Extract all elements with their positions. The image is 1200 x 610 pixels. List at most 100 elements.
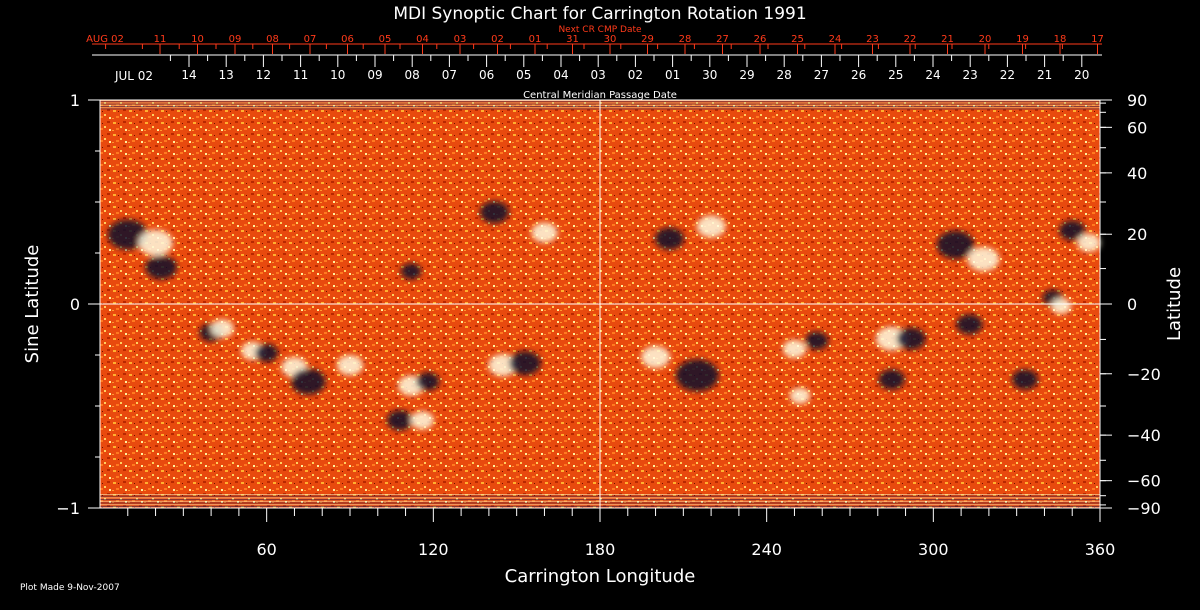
negative-polarity-region xyxy=(936,230,975,259)
red-date-label: 23 xyxy=(866,34,879,45)
negative-polarity-region xyxy=(655,227,684,250)
cmp-axis-label: Central Meridian Passage Date xyxy=(523,90,677,101)
red-date-label: 29 xyxy=(641,34,654,45)
positive-polarity-region xyxy=(967,247,1000,272)
red-date-label: 05 xyxy=(379,34,392,45)
y-right-tick-label: 20 xyxy=(1127,225,1147,244)
white-date-label: 23 xyxy=(963,68,978,82)
red-date-label: 06 xyxy=(341,34,354,45)
white-date-label: 12 xyxy=(256,68,271,82)
red-date-label: 20 xyxy=(979,34,992,45)
negative-polarity-region xyxy=(255,343,279,362)
negative-polarity-region xyxy=(509,351,541,376)
white-date-label: 22 xyxy=(1000,68,1015,82)
white-date-label: 04 xyxy=(553,68,568,82)
white-date-label: 03 xyxy=(591,68,606,82)
negative-polarity-region xyxy=(291,368,326,395)
red-date-label: 27 xyxy=(716,34,729,45)
y-left-tick-label: 1 xyxy=(70,91,80,110)
negative-polarity-region xyxy=(878,369,905,390)
red-date-label: 17 xyxy=(1091,34,1104,45)
x-tick-label: 60 xyxy=(256,540,276,559)
y-left-tick-label: −1 xyxy=(56,499,80,518)
red-date-label: 11 xyxy=(154,34,167,45)
negative-polarity-region xyxy=(675,359,719,392)
y-right-tick-label: −20 xyxy=(1127,365,1161,384)
white-date-label: 10 xyxy=(330,68,345,82)
white-date-label: 27 xyxy=(814,68,829,82)
y-axis-left-title: Sine Latitude xyxy=(22,245,43,364)
positive-polarity-region xyxy=(641,346,670,369)
red-date-label: 30 xyxy=(604,34,617,45)
x-tick-label: 120 xyxy=(418,540,449,559)
red-date-label: 28 xyxy=(679,34,692,45)
white-axis-first-label: JUL 02 xyxy=(114,69,153,83)
positive-polarity-region xyxy=(1050,298,1072,315)
negative-polarity-region xyxy=(400,263,422,280)
x-tick-label: 360 xyxy=(1085,540,1116,559)
white-date-label: 30 xyxy=(702,68,717,82)
positive-polarity-region xyxy=(531,222,558,243)
negative-polarity-region xyxy=(107,219,148,250)
red-date-label: 21 xyxy=(941,34,954,45)
positive-polarity-region xyxy=(789,387,811,404)
red-date-label: 22 xyxy=(904,34,917,45)
red-date-label: 01 xyxy=(529,34,542,45)
positive-polarity-region xyxy=(1077,233,1101,252)
white-date-label: 28 xyxy=(777,68,792,82)
positive-polarity-region xyxy=(138,229,173,256)
white-date-label: 24 xyxy=(925,68,940,82)
y-right-tick-label: 90 xyxy=(1127,91,1147,110)
negative-polarity-region xyxy=(956,314,983,335)
white-date-label: 01 xyxy=(665,68,680,82)
x-tick-label: 180 xyxy=(585,540,616,559)
red-date-label: 25 xyxy=(791,34,804,45)
white-date-label: 29 xyxy=(739,68,754,82)
red-date-label: 26 xyxy=(754,34,767,45)
y-right-tick-label: 60 xyxy=(1127,118,1147,137)
x-tick-label: 300 xyxy=(918,540,949,559)
white-date-label: 25 xyxy=(888,68,903,82)
x-tick-label: 240 xyxy=(751,540,782,559)
red-date-label: 31 xyxy=(566,34,579,45)
white-date-label: 21 xyxy=(1037,68,1052,82)
chart-title: MDI Synoptic Chart for Carrington Rotati… xyxy=(393,4,806,24)
negative-polarity-region xyxy=(1012,369,1038,390)
white-date-label: 14 xyxy=(181,68,196,82)
plot-made-note: Plot Made 9-Nov-2007 xyxy=(20,583,120,593)
red-date-label: 04 xyxy=(416,34,429,45)
y-right-tick-label: −60 xyxy=(1127,472,1161,491)
white-date-label: 05 xyxy=(516,68,531,82)
red-date-label: 19 xyxy=(1016,34,1029,45)
positive-polarity-region xyxy=(337,355,363,376)
red-axis-first-label: AUG 02 xyxy=(86,34,124,45)
white-date-label: 26 xyxy=(851,68,866,82)
white-date-label: 08 xyxy=(405,68,420,82)
negative-polarity-region xyxy=(145,255,177,280)
y-axis-right-title: Latitude xyxy=(1164,267,1185,341)
y-right-tick-label: −40 xyxy=(1127,426,1161,445)
x-axis-title: Carrington Longitude xyxy=(505,566,696,587)
negative-polarity-region xyxy=(387,410,413,431)
positive-polarity-region xyxy=(696,215,726,238)
negative-polarity-region xyxy=(805,331,829,350)
white-date-label: 13 xyxy=(219,68,234,82)
negative-polarity-region xyxy=(480,201,509,224)
negative-polarity-region xyxy=(1059,220,1086,241)
white-date-label: 07 xyxy=(442,68,457,82)
y-left-tick-label: 0 xyxy=(70,295,80,314)
positive-polarity-region xyxy=(782,339,807,358)
red-axis-label: Next CR CMP Date xyxy=(558,25,642,35)
white-date-label: 11 xyxy=(293,68,308,82)
positive-polarity-region xyxy=(210,319,234,338)
y-right-tick-label: −90 xyxy=(1127,499,1161,518)
red-date-label: 03 xyxy=(454,34,467,45)
white-date-label: 02 xyxy=(628,68,643,82)
y-right-tick-label: 40 xyxy=(1127,164,1147,183)
red-date-label: 07 xyxy=(304,34,317,45)
negative-polarity-region xyxy=(896,327,926,350)
active-regions xyxy=(107,201,1101,431)
white-date-label: 09 xyxy=(367,68,382,82)
y-right-tick-label: 0 xyxy=(1127,295,1137,314)
